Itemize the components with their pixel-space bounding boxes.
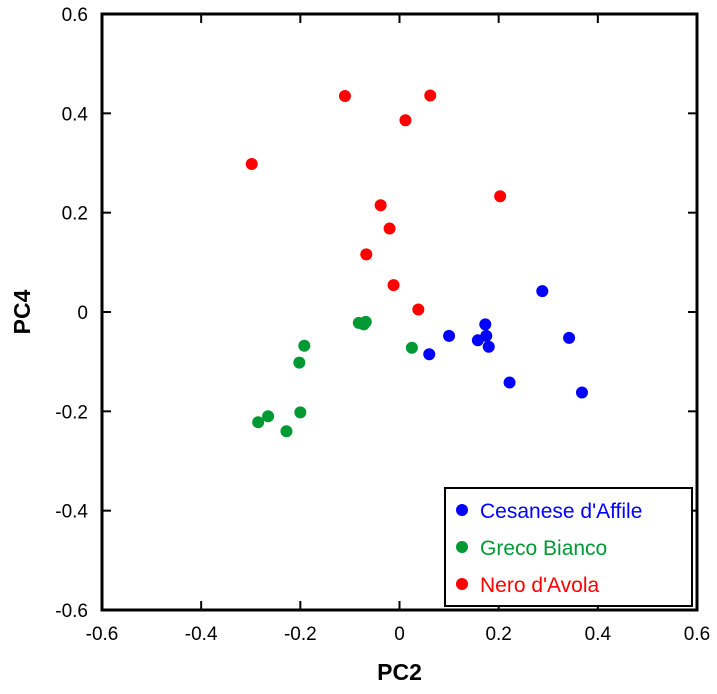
legend-box [444, 487, 693, 607]
point-greco-bianco [252, 416, 265, 429]
x-tick-label: -0.2 [284, 624, 317, 645]
legend-label: Nero d'Avola [480, 574, 600, 597]
point-greco-bianco [293, 356, 306, 369]
point-nero-d-avola [338, 89, 351, 102]
x-tick-label: 0.4 [585, 624, 612, 645]
point-nero-d-avola [245, 157, 258, 170]
data-points [245, 89, 588, 438]
x-tick-label: 0.6 [684, 624, 710, 645]
y-tick-label: 0.4 [62, 104, 89, 125]
point-cesanese-d-affile [563, 331, 576, 344]
point-greco-bianco [359, 315, 372, 328]
y-axis-title: PC4 [9, 289, 35, 334]
legend-marker [456, 541, 468, 553]
point-nero-d-avola [424, 89, 437, 102]
point-greco-bianco [298, 339, 311, 352]
point-cesanese-d-affile [503, 376, 516, 389]
point-nero-d-avola [360, 248, 373, 261]
axis-ticks: -0.6 -0.4 -0.2 0 0.2 0.4 0.6 -0.6 -0.4 -0.2 0 0.2 0.… [55, 5, 710, 645]
point-cesanese-d-affile [482, 340, 495, 353]
legend-label: Cesanese d'Affile [480, 500, 642, 523]
point-cesanese-d-affile [536, 285, 549, 298]
legend: Cesanese d'Affile Greco Bianco Nero d'Avol… [444, 487, 693, 607]
x-axis-title: PC2 [377, 659, 422, 685]
point-nero-d-avola [412, 303, 425, 316]
point-nero-d-avola [383, 222, 396, 235]
x-tick-label: 0.2 [485, 624, 511, 645]
y-tick-label: -0.4 [55, 502, 88, 523]
y-tick-label: -0.2 [55, 402, 88, 423]
x-tick-label: -0.6 [86, 624, 119, 645]
point-nero-d-avola [399, 114, 412, 127]
y-tick-label: -0.6 [55, 601, 88, 622]
y-tick-label: 0 [77, 303, 88, 324]
legend-label: Greco Bianco [480, 537, 607, 560]
point-nero-d-avola [387, 279, 400, 292]
point-nero-d-avola [494, 190, 507, 203]
y-tick-label: 0.2 [62, 204, 88, 225]
x-tick-label: 0 [394, 624, 405, 645]
point-cesanese-d-affile [423, 348, 436, 361]
point-cesanese-d-affile [479, 318, 492, 331]
point-cesanese-d-affile [443, 329, 456, 342]
legend-marker [456, 504, 468, 516]
point-cesanese-d-affile [575, 386, 588, 399]
point-greco-bianco [262, 410, 275, 423]
point-greco-bianco [294, 406, 307, 419]
y-tick-label: 0.6 [62, 5, 88, 26]
point-cesanese-d-affile [480, 329, 493, 342]
point-greco-bianco [405, 341, 418, 354]
point-nero-d-avola [374, 199, 387, 212]
x-tick-label: -0.4 [185, 624, 218, 645]
legend-marker [456, 578, 468, 590]
point-greco-bianco [280, 425, 293, 438]
